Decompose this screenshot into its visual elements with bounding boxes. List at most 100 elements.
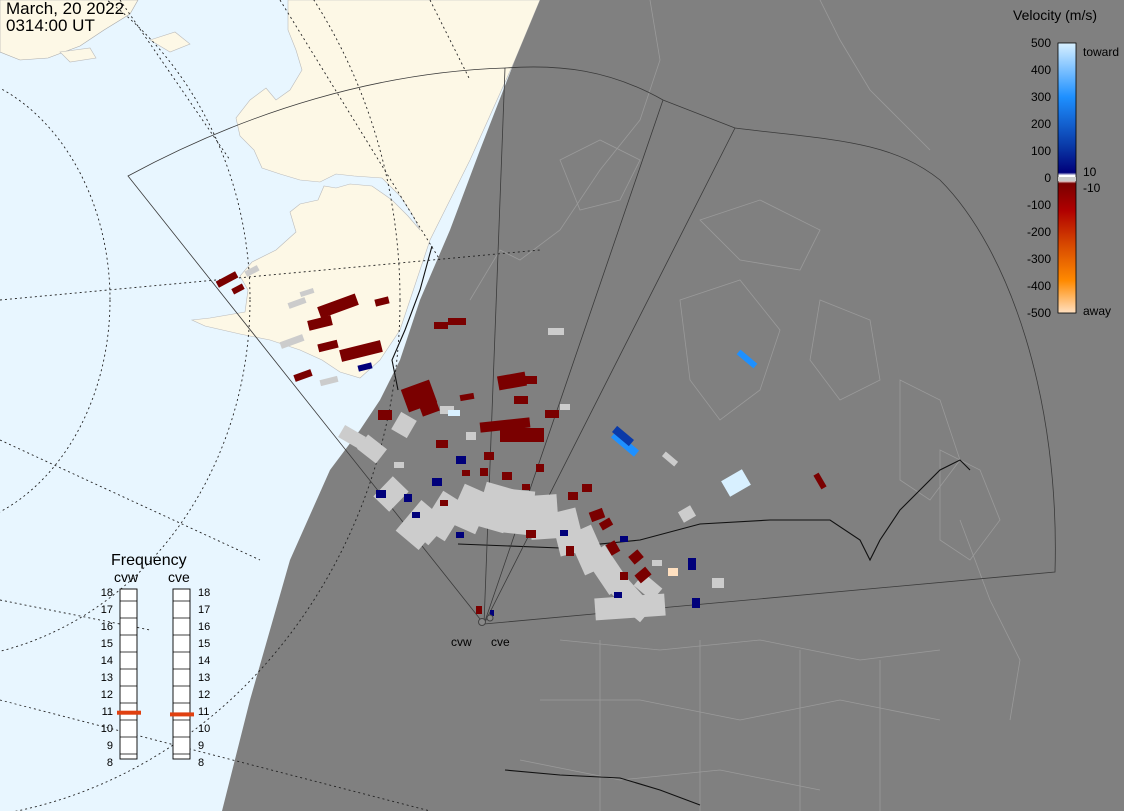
echo-away: [307, 315, 333, 331]
frequency-tick-cvw: 16: [101, 621, 113, 633]
echo-toward: [721, 469, 751, 497]
echo-ground-scatter: [661, 451, 679, 467]
velocity-tick-label: -100: [1027, 198, 1051, 212]
echo-away: [448, 318, 466, 325]
echo-away: [536, 464, 544, 472]
velocity-tick-label: -400: [1027, 279, 1051, 293]
echo-away: [514, 396, 528, 404]
echo-away: [459, 392, 475, 402]
frequency-tick-cve: 9: [198, 740, 204, 752]
echo-away: [496, 371, 528, 391]
time-label: 0314:00 UT: [6, 16, 95, 35]
frequency-tick-cvw: 15: [101, 638, 113, 650]
echo-away: [526, 530, 536, 538]
velocity-threshold-neg: -10: [1083, 181, 1101, 195]
frequency-bar-cve: [172, 588, 191, 760]
echo-ground-scatter: [299, 287, 315, 298]
echo-ground-scatter: [677, 505, 697, 523]
echo-away: [436, 440, 448, 448]
echo-away: [317, 293, 359, 319]
velocity-tick-label: 500: [1031, 36, 1051, 50]
frequency-label-cve: cve: [168, 569, 190, 585]
frequency-tick-cve: 17: [198, 604, 210, 616]
frequency-tick-cvw: 18: [101, 587, 113, 599]
echo-ground-scatter: [373, 476, 409, 512]
frequency-ticks: 18 18 17 17 16 16 15 15 14 14 13 13 12 12 11 11 10 10 9 9 8 8: [101, 587, 211, 769]
echo-away: [634, 566, 652, 584]
echo-ground-scatter: [338, 424, 366, 450]
velocity-legend: Velocity (m/s) 500 400 300 200 100 0 -100 -200 -…: [1013, 7, 1119, 320]
land-alaska: [190, 0, 541, 379]
radar-echoes: [215, 265, 827, 623]
echo-toward: [614, 592, 622, 598]
echo-toward: [456, 532, 464, 538]
echo-away: [484, 452, 494, 460]
velocity-toward-label: toward: [1083, 45, 1119, 59]
echo-away: [500, 428, 544, 442]
echo-ground-scatter: [414, 516, 444, 546]
echo-ground-scatter: [502, 488, 536, 536]
frequency-marker-cve: [170, 712, 194, 717]
velocity-tick-label: -500: [1027, 306, 1051, 320]
frequency-marker-cvw: [117, 710, 141, 715]
echo-away: [620, 572, 628, 580]
echo-ground-scatter: [279, 334, 305, 349]
radar-label-cve: cve: [491, 635, 510, 649]
echo-toward: [620, 536, 628, 542]
frequency-tick-cve: 12: [198, 689, 210, 701]
frequency-tick-cve: 10: [198, 723, 210, 735]
echo-away: [545, 410, 559, 418]
echo-ground-scatter: [287, 297, 307, 309]
echo-ground-scatter: [528, 494, 560, 540]
echo-ground-scatter: [652, 560, 662, 566]
echo-toward: [404, 494, 412, 502]
velocity-legend-title: Velocity (m/s): [1013, 7, 1097, 23]
echo-away: [502, 472, 512, 480]
frequency-tick-cvw: 10: [101, 723, 113, 735]
velocity-tick-label: 0: [1044, 171, 1051, 185]
frequency-label-cvw: cvw: [114, 569, 139, 585]
echo-toward: [432, 478, 442, 486]
borders: [391, 245, 971, 806]
fov-outlines: [127, 66, 1056, 625]
echo-ground-scatter: [466, 432, 476, 440]
echo-away: [374, 296, 390, 307]
land-islands: [59, 31, 191, 63]
frequency-tick-cve: 16: [198, 621, 210, 633]
velocity-ticks: 500 400 300 200 100 0 -100 -200 -300 -400 -500: [1027, 36, 1051, 320]
echo-away: [339, 340, 383, 362]
echo-away: [476, 606, 482, 614]
echo-toward: [692, 598, 700, 608]
echo-toward: [448, 410, 460, 416]
echo-toward: [688, 558, 696, 570]
echo-ground-scatter: [594, 593, 666, 621]
echo-away: [434, 322, 448, 329]
frequency-panel: Frequency cvw cve 18 18 17 17 16 16 15 15 14 14 13…: [101, 552, 211, 769]
frequency-tick-cve: 14: [198, 655, 210, 667]
echo-away: [378, 410, 392, 420]
echo-away: [293, 369, 313, 382]
frequency-tick-cvw: 12: [101, 689, 113, 701]
echo-toward: [490, 610, 494, 616]
echo-ground-scatter: [357, 434, 387, 464]
echo-away: [582, 484, 592, 492]
echo-away: [605, 540, 621, 556]
velocity-tick-label: 200: [1031, 117, 1051, 131]
echo-toward: [736, 349, 758, 369]
velocity-tick-label: 100: [1031, 144, 1051, 158]
radar-sites: cvw cve: [451, 614, 510, 649]
frequency-tick-cvw: 14: [101, 655, 113, 667]
echo-ground-scatter: [319, 375, 339, 387]
echo-ground-scatter: [440, 406, 454, 414]
velocity-tick-label: -300: [1027, 252, 1051, 266]
frequency-title: Frequency: [111, 552, 187, 569]
frequency-tick-cvw: 9: [107, 740, 113, 752]
echo-away: [317, 339, 339, 353]
echo-toward: [610, 431, 640, 457]
echo-toward: [456, 456, 466, 464]
echo-ground-scatter: [394, 462, 404, 468]
echo-away: [479, 417, 531, 433]
echo-away: [440, 500, 448, 506]
velocity-zero-band: [1058, 177, 1076, 181]
